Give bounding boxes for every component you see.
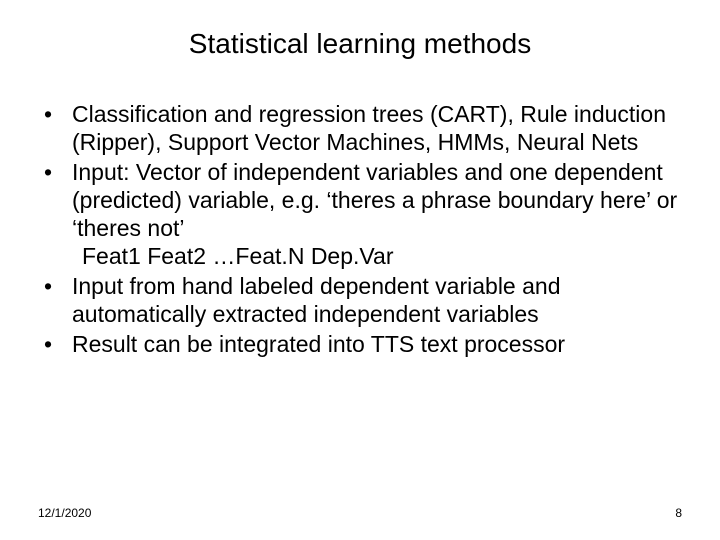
- list-item: Input: Vector of independent variables a…: [38, 158, 678, 270]
- list-item: Classification and regression trees (CAR…: [38, 100, 678, 156]
- slide-title: Statistical learning methods: [0, 28, 720, 60]
- bullet-text: Input: Vector of independent variables a…: [72, 159, 677, 241]
- slide: Statistical learning methods Classificat…: [0, 0, 720, 540]
- footer-date: 12/1/2020: [38, 506, 91, 520]
- list-item: Result can be integrated into TTS text p…: [38, 330, 678, 358]
- bullet-subtext: Feat1 Feat2 …Feat.N Dep.Var: [72, 242, 678, 270]
- footer-page-number: 8: [675, 506, 682, 520]
- bullet-text: Classification and regression trees (CAR…: [72, 101, 666, 155]
- bullet-list: Classification and regression trees (CAR…: [38, 100, 678, 358]
- list-item: Input from hand labeled dependent variab…: [38, 272, 678, 328]
- bullet-text: Input from hand labeled dependent variab…: [72, 273, 560, 327]
- slide-body: Classification and regression trees (CAR…: [38, 100, 678, 360]
- bullet-text: Result can be integrated into TTS text p…: [72, 331, 565, 357]
